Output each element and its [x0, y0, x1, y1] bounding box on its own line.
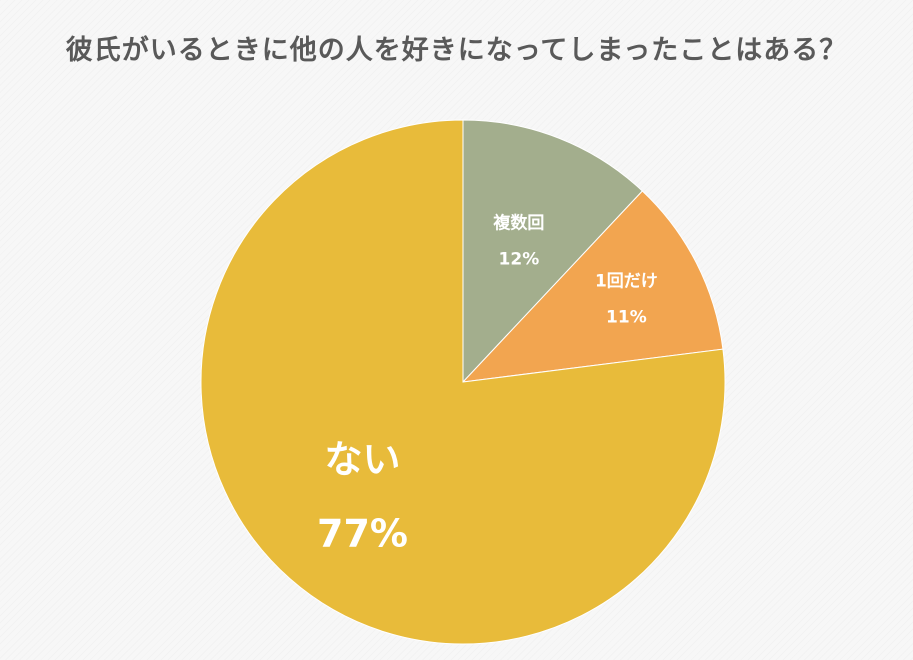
slice-value-2: 11% — [606, 308, 647, 328]
pie-slice-1 — [462, 119, 644, 384]
slice-value-1: 12% — [499, 250, 540, 270]
pie-slice-2 — [461, 190, 724, 383]
chart-title: 彼氏がいるときに他の人を好きになってしまったことはある？ — [65, 35, 848, 66]
pie-slice-3 — [200, 119, 726, 645]
slice-label-3: ない — [324, 437, 400, 481]
slice-value-3: 77% — [317, 511, 408, 555]
slice-label-1: 複数回 — [492, 213, 544, 234]
slice-label-2: 1回だけ — [595, 272, 658, 292]
